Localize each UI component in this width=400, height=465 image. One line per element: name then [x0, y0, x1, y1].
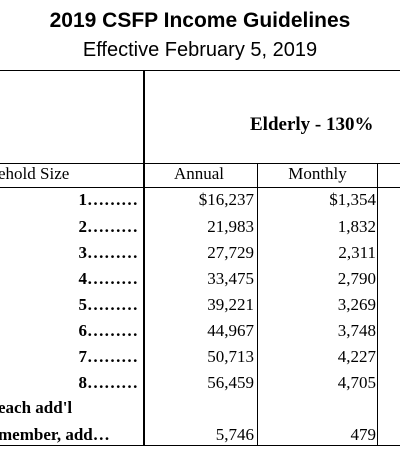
household-size-cell: 4………	[78, 269, 139, 288]
column-header-household-size: ehold Size	[0, 164, 70, 183]
table-row: 1……… $16,237 $1,354	[0, 189, 400, 211]
page-subtitle: Effective February 5, 2019	[82, 39, 318, 61]
annual-cell: 50,713	[207, 347, 254, 366]
header-divider-line	[0, 163, 400, 164]
table-bottom-border	[0, 445, 400, 446]
additional-member-label-line2: member, add…	[0, 425, 110, 444]
table-row: 2……… 21,983 1,832	[0, 216, 400, 238]
table-row: 5……… 39,221 3,269	[0, 294, 400, 316]
monthly-cell: 4,227	[337, 347, 376, 366]
column-header-underline	[0, 187, 400, 188]
annual-cell: 33,475	[207, 269, 254, 288]
household-size-cell: 7………	[78, 347, 139, 366]
household-size-cell: 1………	[78, 190, 139, 209]
annual-cell: 21,983	[207, 217, 254, 236]
table-row: 6……… 44,967 3,748	[0, 320, 400, 342]
additional-member-annual: 5,746	[215, 425, 254, 444]
household-size-cell: 5………	[78, 295, 139, 314]
monthly-cell: 3,269	[337, 295, 376, 314]
table-top-border	[0, 70, 400, 71]
group-header-elderly: Elderly - 130%	[250, 114, 374, 135]
monthly-cell: 2,790	[337, 269, 376, 288]
additional-member-label-line1: each add'l	[0, 398, 73, 417]
table-row: 8……… 56,459 4,705	[0, 372, 400, 394]
table-row: 3……… 27,729 2,311	[0, 242, 400, 264]
monthly-cell: 1,832	[337, 217, 376, 236]
annual-cell: 56,459	[207, 373, 254, 392]
household-size-cell: 6………	[78, 321, 139, 340]
column-header-monthly: Monthly	[288, 164, 347, 183]
column-header-annual: Annual	[173, 164, 225, 183]
annual-cell: 27,729	[207, 243, 254, 262]
household-size-cell: 2………	[78, 217, 139, 236]
annual-cell: $16,237	[198, 190, 254, 209]
annual-cell: 44,967	[207, 321, 254, 340]
monthly-cell: 3,748	[337, 321, 376, 340]
household-size-cell: 8………	[78, 373, 139, 392]
table-row: 4……… 33,475 2,790	[0, 268, 400, 290]
monthly-cell: $1,354	[329, 190, 376, 209]
monthly-cell: 4,705	[337, 373, 376, 392]
monthly-cell: 2,311	[338, 243, 376, 262]
page-title: 2019 CSFP Income Guidelines	[49, 9, 351, 32]
annual-cell: 39,221	[207, 295, 254, 314]
monthly-column-divider	[377, 164, 378, 446]
table-row: 7……… 50,713 4,227	[0, 346, 400, 368]
annual-column-divider	[257, 164, 258, 446]
household-column-divider	[143, 70, 145, 446]
household-size-cell: 3………	[78, 243, 139, 262]
additional-member-monthly: 479	[350, 425, 377, 444]
